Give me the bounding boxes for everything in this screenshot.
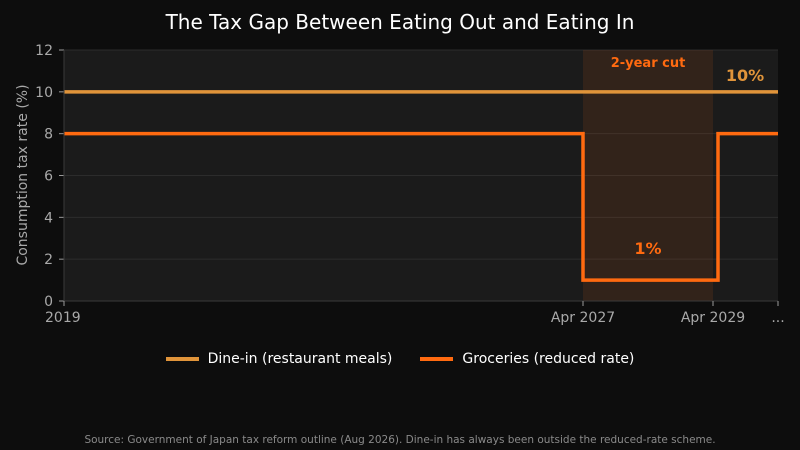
legend-item-dine-in: Dine-in (restaurant meals) — [165, 351, 393, 367]
x-tick-label: Apr 2029 — [681, 310, 745, 326]
source-note: Source: Government of Japan tax reform o… — [84, 434, 716, 446]
legend-swatch-groceries — [420, 357, 454, 361]
annotation-10pct: 10% — [726, 66, 764, 85]
series-line-groceries — [64, 131, 778, 282]
legend-item-groceries: Groceries (reduced rate) — [420, 351, 634, 367]
legend-label-groceries: Groceries (reduced rate) — [462, 351, 635, 367]
annotation-layer: 10% 1% — [634, 66, 764, 258]
x-tick-label: ... — [771, 310, 784, 326]
y-axis-label: Consumption tax rate (%) — [15, 84, 31, 265]
x-tick-label: Apr 2027 — [551, 310, 615, 326]
highlight-band-label: 2-year cut — [611, 56, 686, 71]
highlight-band — [583, 50, 713, 301]
highlight-band-layer: 2-year cut — [583, 50, 713, 301]
axis-layer: 0 2 4 6 8 10 12 2019 Apr 2027 Apr 2029... — [35, 43, 785, 326]
annotation-1pct: 1% — [634, 239, 661, 258]
series-layer — [64, 90, 778, 282]
x-tick-label: 2019 — [45, 310, 81, 326]
legend: Dine-in (restaurant meals) Groceries (re… — [0, 351, 800, 367]
legend-swatch-dine-in — [165, 357, 199, 361]
y-tick-label: 8 — [44, 127, 53, 143]
y-tick-label: 12 — [35, 43, 53, 59]
legend-label-dine-in: Dine-in (restaurant meals) — [207, 351, 393, 367]
y-tick-label: 4 — [44, 210, 53, 226]
y-tick-label: 10 — [35, 85, 53, 101]
y-tick-label: 2 — [44, 252, 53, 268]
y-tick-label: 6 — [44, 169, 53, 185]
y-tick-label: 0 — [44, 294, 53, 310]
chart-title: The Tax Gap Between Eating Out and Eatin… — [165, 10, 635, 34]
